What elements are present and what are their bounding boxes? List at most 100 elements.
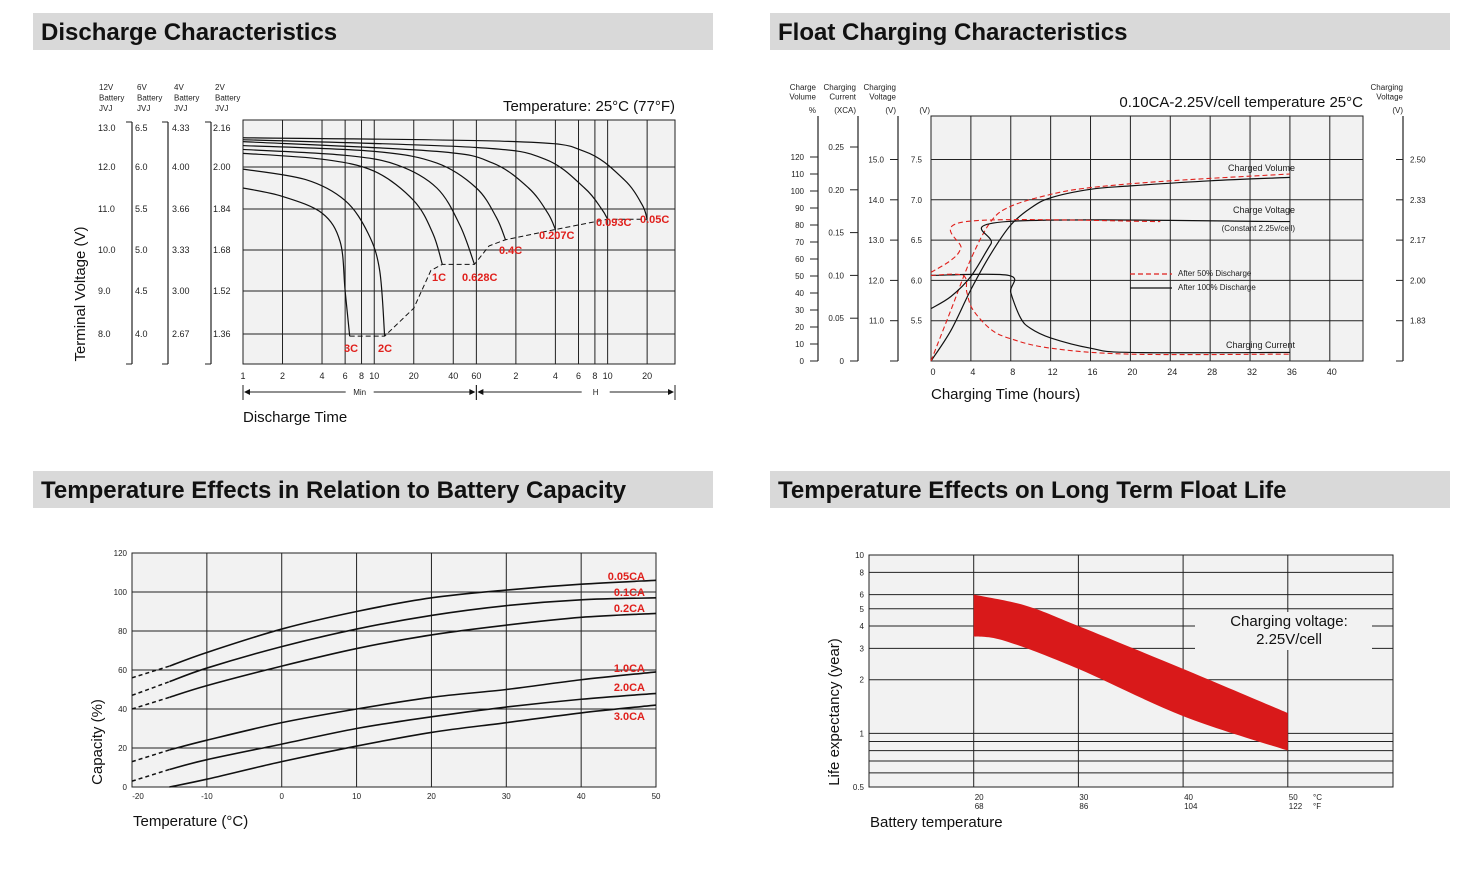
capacity-curve-extrapolated-0.2CA — [131, 696, 170, 710]
y-tick-label: 2 — [860, 676, 865, 685]
right-axis-header: (V) — [1392, 106, 1403, 115]
axis-column-header: JVJ — [174, 104, 187, 113]
x-tick-label: 12 — [1048, 367, 1058, 377]
range-label: H — [593, 388, 599, 397]
discharge-curve-0.207C — [242, 141, 556, 230]
y-tick-label: 0 — [123, 783, 128, 792]
y-tick-label: 6 — [860, 591, 865, 600]
x-tick-label: 4 — [320, 371, 325, 381]
axis-header: (V) — [885, 106, 896, 115]
range-label: Min — [353, 388, 366, 397]
x-tick-label: 8 — [592, 371, 597, 381]
axis-column-header: 4V — [174, 83, 184, 92]
x-tick-label-celsius: 50 — [1289, 793, 1298, 802]
y-tick-label: 6.0 — [135, 162, 148, 172]
discharge-curve-2C — [242, 168, 386, 337]
series-label: 2.0CA — [614, 682, 645, 694]
y-tick-label: 0.25 — [828, 143, 844, 152]
section-header-bar — [770, 471, 1450, 508]
y-tick-label: 1.68 — [213, 245, 231, 255]
plot-area — [242, 119, 676, 365]
capacity-curve-0.05CA — [169, 579, 657, 667]
axis-column-header: JVJ — [137, 104, 150, 113]
x-tick-label-celsius: 40 — [1184, 793, 1193, 802]
y-tick-label: 0 — [840, 357, 845, 366]
y-tick-label: 0 — [800, 357, 805, 366]
y-tick-label: 120 — [114, 549, 128, 558]
x-tick-label: 4 — [970, 367, 975, 377]
charge-voltage-v-curve-100 — [930, 219, 1290, 310]
axis-column-header: Battery — [215, 94, 240, 103]
section-title: Discharge Characteristics — [41, 19, 337, 46]
y-tick-label: 1 — [860, 729, 865, 738]
axis-header: % — [809, 106, 816, 115]
y-tick-label: 0.20 — [828, 186, 844, 195]
axis-header: (XCA) — [834, 106, 856, 115]
x-tick-label: 20 — [427, 792, 436, 801]
x-axis-title: Discharge Time — [243, 409, 347, 426]
y-tick-label: 1.36 — [213, 329, 231, 339]
x-tick-label: 36 — [1287, 367, 1297, 377]
x-tick-label-celsius: 30 — [1079, 793, 1088, 802]
x-tick-label: 28 — [1207, 367, 1217, 377]
x-tick-label: 0 — [930, 367, 935, 377]
right-tick-label: 1.83 — [1410, 317, 1426, 326]
temperature-capacity-chart — [131, 552, 657, 788]
float-charging-chart — [930, 115, 1364, 362]
y-tick-label: 3.00 — [172, 286, 190, 296]
discharge-curve-0.093C — [242, 139, 609, 220]
axis-header: (V) — [919, 106, 930, 115]
y-tick-label: 4.0 — [135, 329, 148, 339]
capacity-curve-extrapolated-0.05CA — [131, 665, 170, 679]
series-label: 3.0CA — [614, 711, 645, 723]
y-tick-label: 2.16 — [213, 123, 231, 133]
series-label: 1.0CA — [614, 663, 645, 675]
x-tick-label-fahrenheit: 122 — [1289, 802, 1303, 811]
x-tick-label: 0 — [279, 792, 284, 801]
x-tick-label: 2 — [280, 371, 285, 381]
y-tick-label: 90 — [795, 204, 804, 213]
y-tick-label: 5.0 — [135, 245, 148, 255]
axis-column-header: JVJ — [215, 104, 228, 113]
y-tick-label: 12.0 — [868, 276, 884, 285]
axis-column-header: Battery — [137, 94, 162, 103]
right-tick-label: 2.17 — [1410, 236, 1426, 245]
capacity-curve-extrapolated-2.0CA — [131, 768, 170, 782]
section-title: Float Charging Characteristics — [778, 19, 1127, 46]
axis-header: Charging — [824, 83, 856, 92]
section-header-bar — [33, 13, 713, 50]
y-tick-label: 15.0 — [868, 156, 884, 165]
y-tick-label: 110 — [791, 170, 804, 179]
capacity-curve-extrapolated-1.0CA — [131, 749, 170, 763]
x-tick-label: 1 — [240, 371, 245, 381]
y-tick-label: 80 — [118, 627, 127, 636]
y-tick-label: 60 — [118, 666, 127, 675]
curve-label-charge-voltage: Charge Voltage — [1233, 205, 1295, 215]
capacity-curve-3.0CA — [169, 704, 657, 788]
axis-column-header: 2V — [215, 83, 225, 92]
life-expectancy-band — [973, 594, 1288, 751]
y-tick-label: 80 — [795, 221, 804, 230]
y-tick-label: 100 — [114, 588, 128, 597]
x-tick-label: 60 — [471, 371, 481, 381]
x-tick-label: 6 — [576, 371, 581, 381]
discharge-curve-3C — [242, 187, 351, 337]
right-axis-header: Charging — [1371, 83, 1403, 92]
y-tick-label: 0.05 — [828, 314, 844, 323]
series-label: 0.628C — [462, 272, 498, 284]
axis-column-header: JVJ — [99, 104, 112, 113]
y-tick-label: 2.67 — [172, 329, 190, 339]
y-tick-label: 4 — [860, 622, 865, 631]
x-tick-label: 20 — [642, 371, 652, 381]
y-tick-label: 10 — [795, 340, 804, 349]
charging-voltage-annotation: Charging voltage: — [1230, 613, 1348, 630]
temperature-annotation: Temperature: 25°C (77°F) — [503, 98, 675, 115]
x-tick-label: 40 — [577, 792, 586, 801]
condition-annotation: 0.10CA-2.25V/cell temperature 25°C — [1119, 94, 1363, 111]
x-tick-label: 8 — [1010, 367, 1015, 377]
x-tick-label: 50 — [652, 792, 661, 801]
x-tick-label: 40 — [448, 371, 458, 381]
y-tick-label: 4.00 — [172, 162, 190, 172]
x-tick-label: 32 — [1247, 367, 1257, 377]
